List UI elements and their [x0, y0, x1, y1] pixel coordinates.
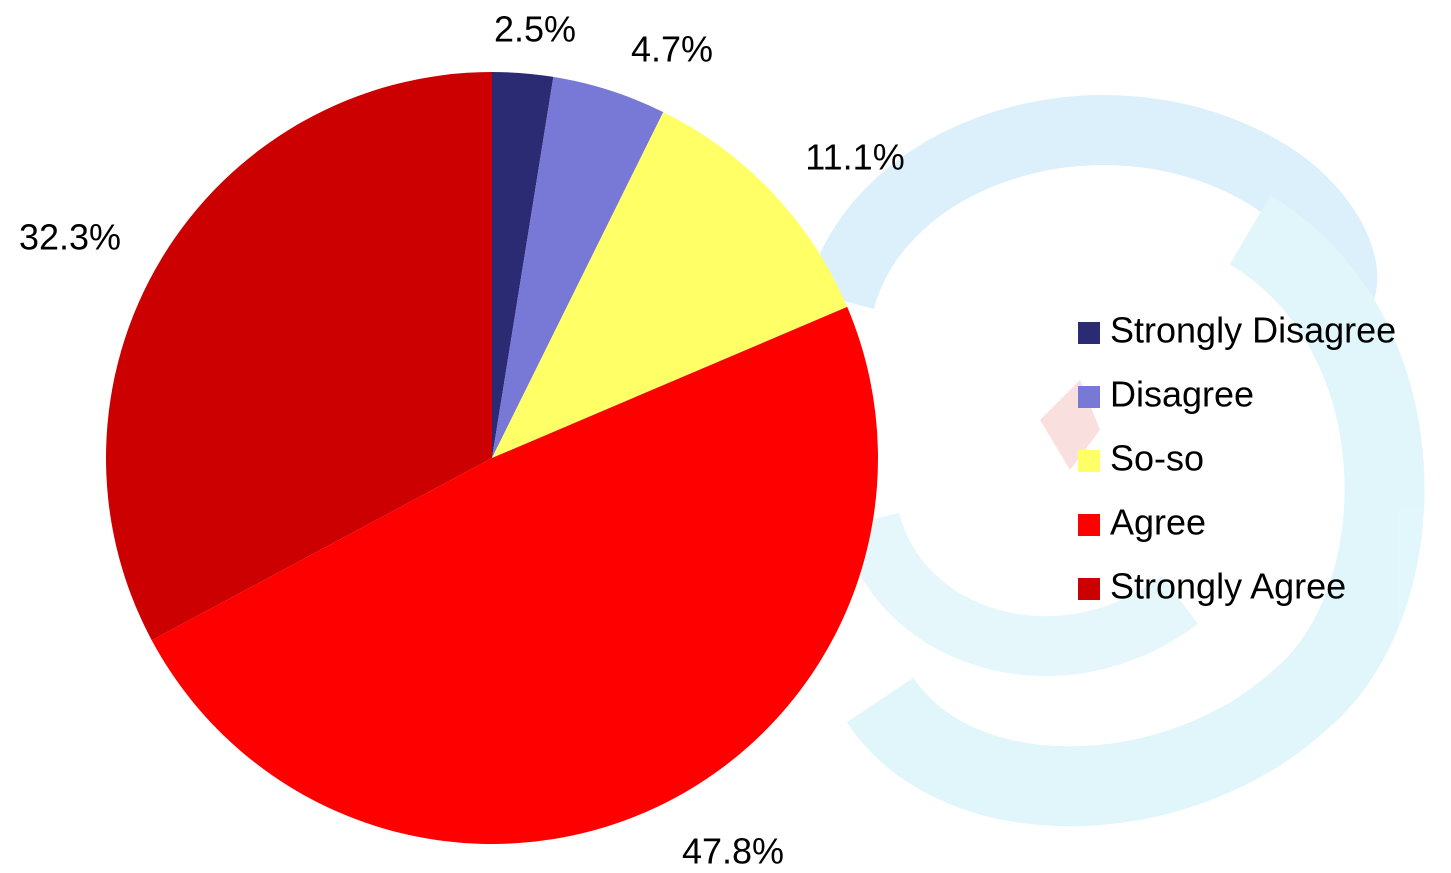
pie: 2.5% 4.7% 11.1% 47.8% 32.3% [19, 9, 905, 872]
pie-slice [151, 306, 878, 844]
legend-label: So-so [1110, 438, 1204, 479]
legend-swatch [1078, 514, 1100, 536]
legend-swatch [1078, 450, 1100, 472]
legend-label: Strongly Agree [1110, 566, 1346, 607]
data-label: 32.3% [19, 217, 121, 258]
legend-label: Disagree [1110, 374, 1254, 415]
legend-swatch [1078, 578, 1100, 600]
swirl-arc [846, 195, 1425, 827]
legend-swatch [1078, 322, 1100, 344]
pie-slice [492, 112, 848, 459]
pie-slice [492, 72, 554, 458]
swirl-arc [840, 511, 1198, 677]
data-label: 11.1% [805, 137, 904, 178]
legend-label: Strongly Disagree [1110, 310, 1396, 351]
swirl-arc [806, 95, 1378, 311]
legend-swatch [1078, 386, 1100, 408]
legend-label: Agree [1110, 502, 1206, 543]
legend: Strongly Disagree Disagree So-so Agree Stron… [1078, 310, 1396, 607]
pie-slice [492, 76, 664, 458]
data-label: 4.7% [631, 29, 713, 70]
background-swirl [806, 95, 1425, 827]
pie-slice [105, 72, 492, 641]
data-label: 47.8% [682, 831, 784, 868]
data-label: 2.5% [494, 9, 576, 50]
